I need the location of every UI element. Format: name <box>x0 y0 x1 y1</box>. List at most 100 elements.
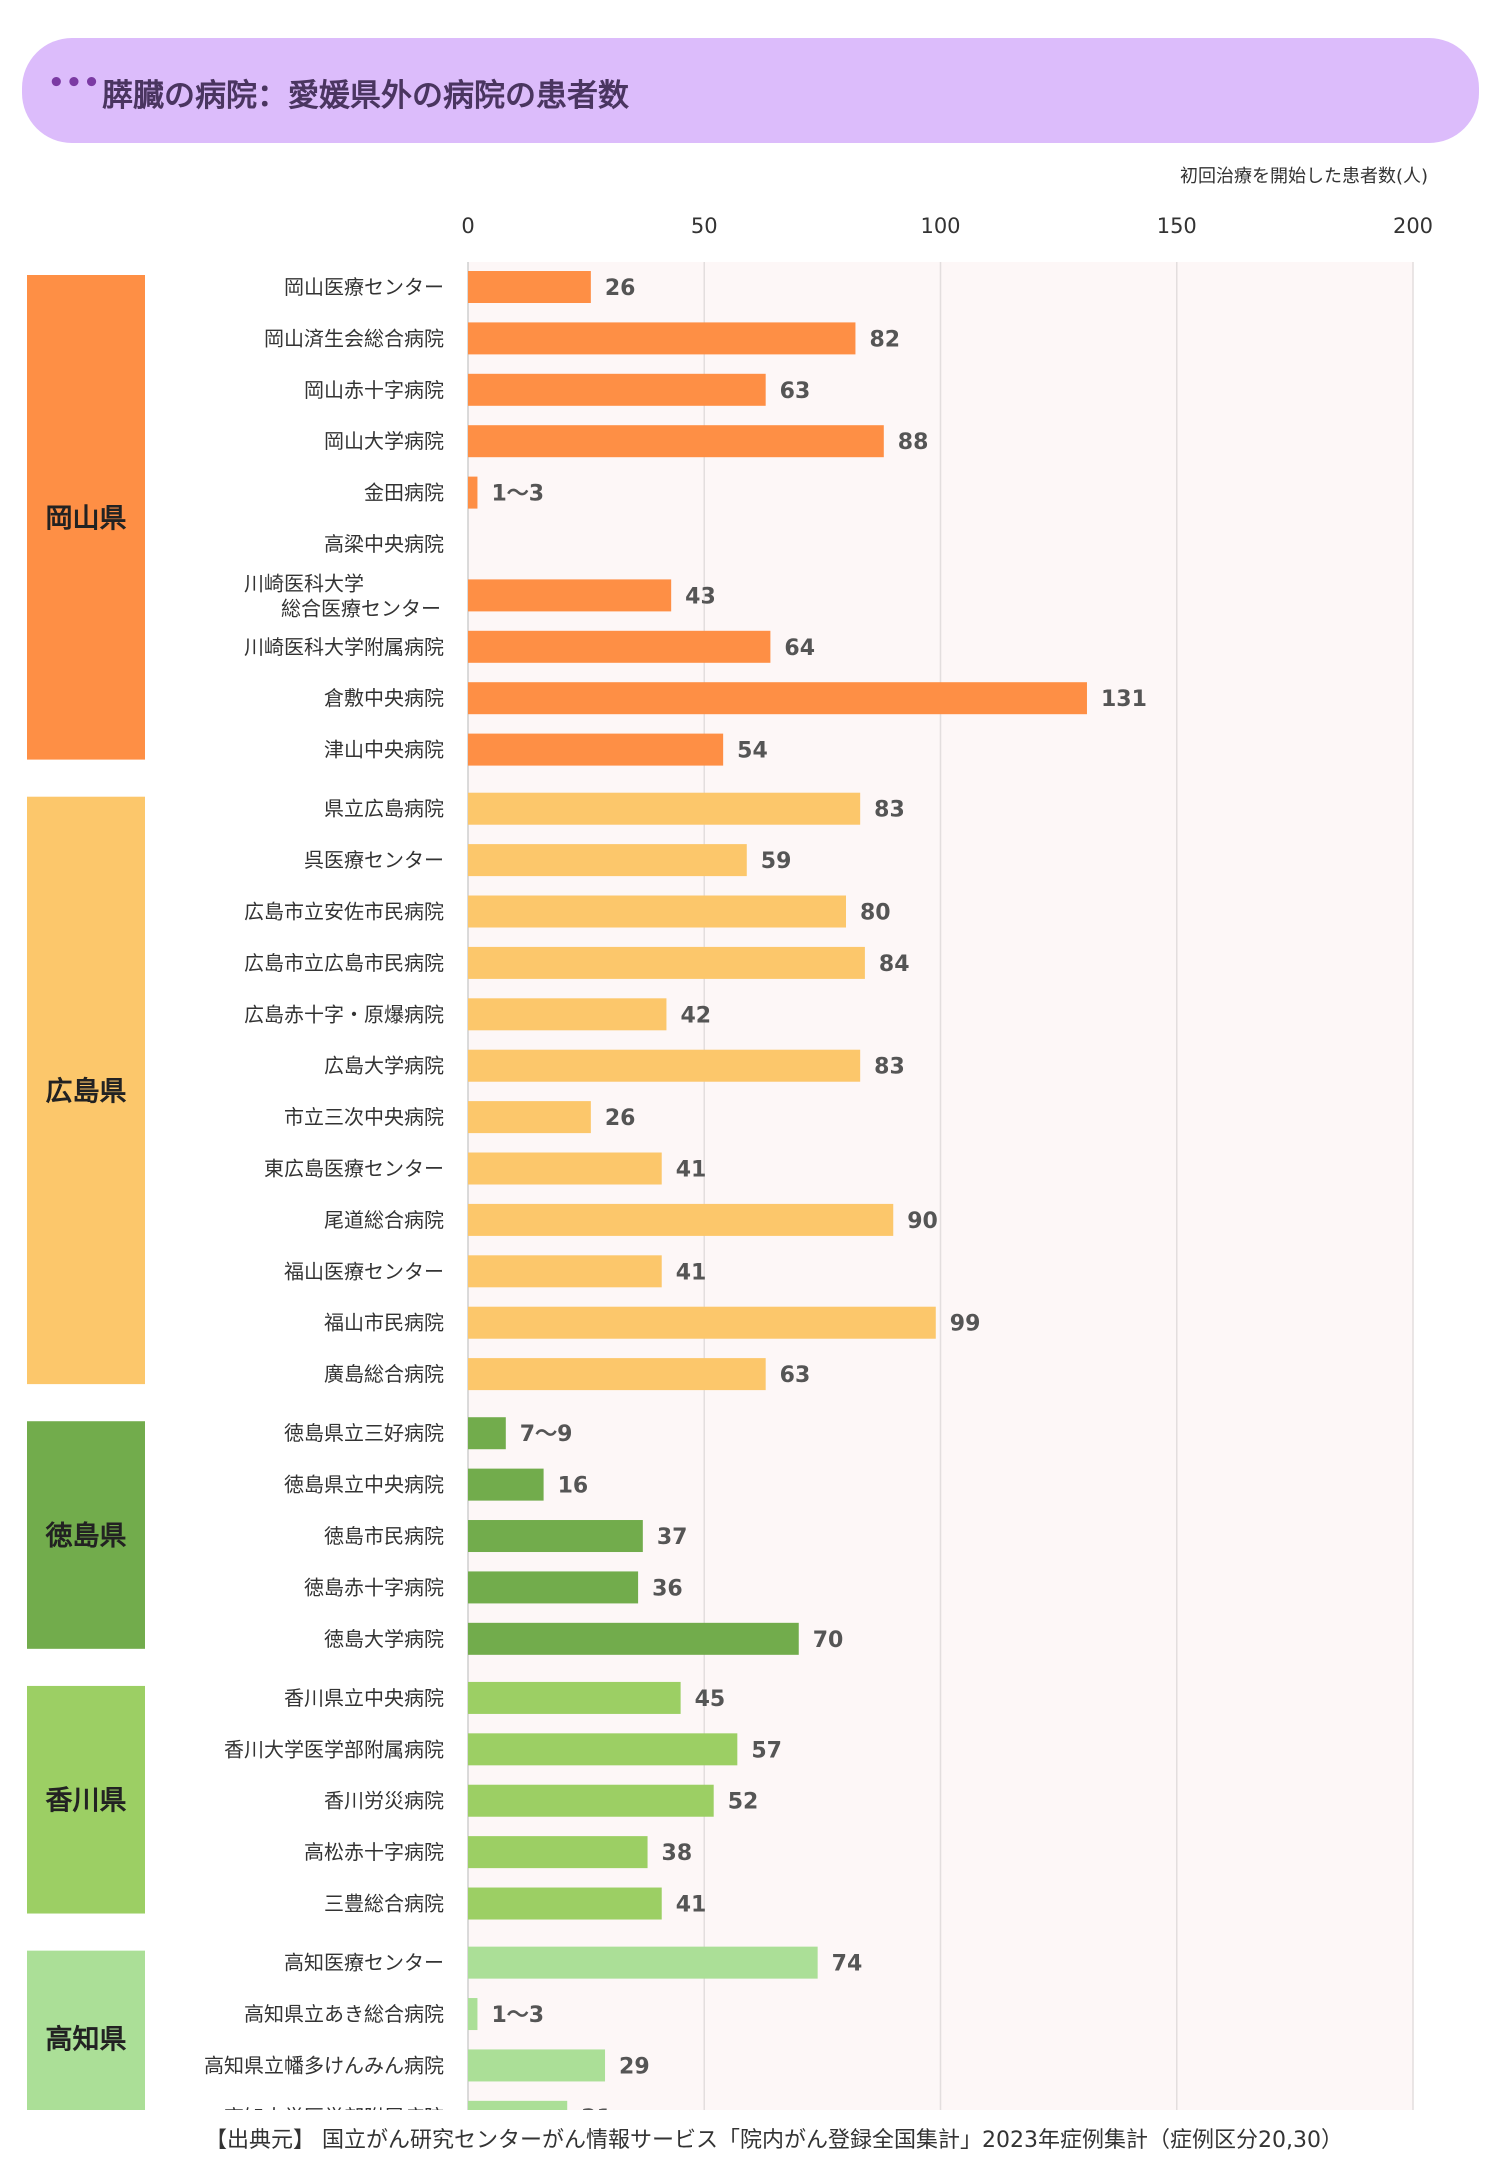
data-label: 57 <box>751 1738 782 1763</box>
bar <box>468 792 861 825</box>
bar <box>468 733 724 766</box>
category-label: 広島市立広島市民病院 <box>244 951 444 975</box>
category-label: 岡山大学病院 <box>324 429 444 453</box>
bar <box>468 682 1087 715</box>
bar <box>468 322 856 355</box>
bar <box>468 373 766 406</box>
group-block <box>27 275 145 760</box>
group-label: 高知県 <box>46 2024 127 2056</box>
category-label: 倉敷中央病院 <box>324 686 444 710</box>
data-label: 1～3 <box>491 482 544 507</box>
category-label: 川崎医科大学 <box>244 571 364 595</box>
bar <box>468 1571 639 1604</box>
category-label: 福山市民病院 <box>324 1311 444 1335</box>
x-tick-label: 100 <box>920 214 960 238</box>
bar <box>468 2049 606 2082</box>
bar <box>468 946 865 979</box>
data-label: 74 <box>832 1952 863 1977</box>
category-label: 広島赤十字・原爆病院 <box>244 1002 444 1026</box>
group-label: 香川県 <box>46 1786 127 1817</box>
x-tick-label: 150 <box>1157 214 1197 238</box>
group-label: 広島県 <box>46 1075 127 1107</box>
data-label: 41 <box>676 1158 707 1183</box>
category-label: 県立広島病院 <box>324 797 444 821</box>
source-note: 【出典元】 国立がん研究センターがん情報サービス「院内がん登録全国集計」2023… <box>205 2128 1343 2153</box>
category-label: 高知医療センター <box>284 1951 444 1975</box>
bar <box>468 2100 568 2110</box>
category-label: 岡山医療センター <box>284 275 444 299</box>
category-label: 高松赤十字病院 <box>304 1840 444 1864</box>
x-tick-label: 0 <box>461 214 474 238</box>
category-label: 高知大学医学部附属病院 <box>224 2105 444 2110</box>
data-label: 7～9 <box>520 1422 573 1447</box>
category-label: 徳島赤十字病院 <box>304 1575 444 1599</box>
bar-chart: 0 50 100 150 200 初回治療を開始した患者数(人) 岡山医療センター 26 岡山済… <box>27 166 1433 2110</box>
data-label: 43 <box>685 584 716 609</box>
x-tick-label: 200 <box>1393 214 1433 238</box>
category-label: 広島市立安佐市民病院 <box>244 900 444 924</box>
category-label: 総合医療センター <box>281 596 441 620</box>
group-block <box>27 1950 145 2110</box>
category-label: 三豊総合病院 <box>324 1892 444 1916</box>
category-label: 高梁中央病院 <box>324 532 444 556</box>
category-label: 高知県立あき総合病院 <box>244 2002 444 2026</box>
category-label: 広島大学病院 <box>324 1054 444 1078</box>
data-label: 82 <box>869 327 900 352</box>
title-banner: ••• 膵臓の病院：愛媛県外の病院の患者数 <box>22 38 1479 143</box>
x-tick-label: 50 <box>691 214 718 238</box>
data-label: 42 <box>680 1003 711 1028</box>
bar <box>468 1417 506 1450</box>
data-label: 52 <box>728 1790 759 1815</box>
bar <box>468 1998 478 2031</box>
bar <box>468 1887 662 1920</box>
bar <box>468 1255 662 1288</box>
bar <box>468 1468 544 1501</box>
bar <box>468 1358 766 1391</box>
category-label: 香川県立中央病院 <box>284 1686 444 1710</box>
bar <box>468 844 747 877</box>
group-block <box>27 796 145 1385</box>
bar <box>468 895 846 928</box>
category-label: 福山医療センター <box>284 1259 444 1283</box>
group-block <box>27 1421 145 1649</box>
category-label: 川崎医科大学附属病院 <box>244 635 444 659</box>
data-label: 99 <box>950 1312 981 1337</box>
data-label: 54 <box>737 739 768 764</box>
data-label: 70 <box>813 1628 844 1653</box>
data-label: 21 <box>581 2106 612 2110</box>
more-dots-icon: ••• <box>48 68 101 98</box>
data-label: 26 <box>605 276 636 301</box>
data-label: 63 <box>780 379 811 404</box>
data-label: 29 <box>619 2054 650 2079</box>
group-block <box>27 1685 145 1914</box>
data-label: 88 <box>898 430 929 455</box>
category-label: 香川労災病院 <box>324 1789 444 1813</box>
data-label: 63 <box>780 1363 811 1388</box>
bar <box>468 425 884 458</box>
category-label: 津山中央病院 <box>324 738 444 762</box>
bar <box>468 998 667 1031</box>
bar <box>468 1784 714 1817</box>
data-label: 1～3 <box>491 2003 544 2028</box>
data-label: 38 <box>662 1841 693 1866</box>
data-label: 16 <box>558 1474 589 1499</box>
category-label: 高知県立幡多けんみん病院 <box>204 2053 444 2077</box>
group-label: 岡山県 <box>46 503 127 534</box>
x-axis-title: 初回治療を開始した患者数(人) <box>1180 166 1428 187</box>
bar <box>468 1306 936 1339</box>
group-label: 徳島県 <box>45 1521 127 1552</box>
bar <box>468 1203 894 1236</box>
data-label: 84 <box>879 952 910 977</box>
category-label: 徳島大学病院 <box>324 1627 444 1651</box>
data-label: 45 <box>695 1687 726 1712</box>
bar <box>468 1681 681 1714</box>
category-label: 徳島県立三好病院 <box>284 1421 444 1445</box>
category-label: 金田病院 <box>364 481 444 505</box>
page-title: 膵臓の病院：愛媛県外の病院の患者数 <box>102 78 629 114</box>
data-label: 64 <box>784 636 815 661</box>
category-label: 岡山済生会総合病院 <box>264 326 444 350</box>
data-label: 83 <box>874 798 905 823</box>
category-label: 東広島医療センター <box>264 1157 444 1181</box>
data-label: 41 <box>676 1260 707 1285</box>
bar <box>468 1836 648 1869</box>
